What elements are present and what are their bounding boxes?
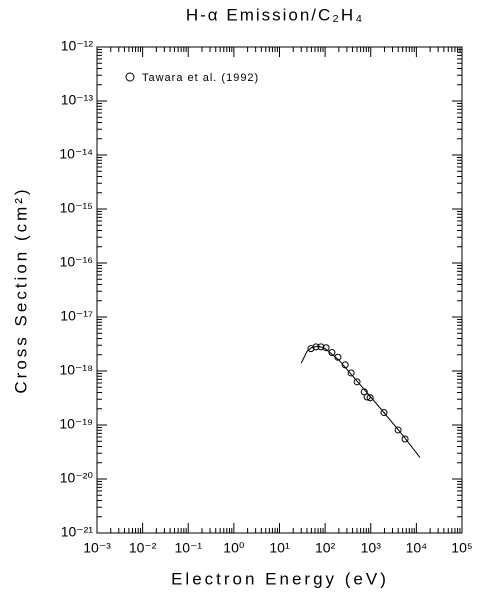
data-point xyxy=(401,435,409,443)
y-tick-label: 10⁻²¹ xyxy=(61,524,94,540)
fit-line xyxy=(300,345,421,458)
y-tick-label: 10⁻¹⁶ xyxy=(60,254,93,270)
chart-title: H-α Emission/C₂H₄ xyxy=(186,5,364,24)
data-point xyxy=(394,426,402,434)
data-point xyxy=(328,349,336,357)
x-tick-label: 10⁵ xyxy=(451,540,472,556)
data-point xyxy=(380,409,388,417)
x-tick-label: 10¹ xyxy=(269,540,290,556)
x-tick-label: 10⁻³ xyxy=(83,540,111,556)
data-point xyxy=(307,345,315,353)
y-tick-label: 10⁻¹⁹ xyxy=(59,416,93,432)
legend-marker xyxy=(125,72,135,82)
x-axis-label: Electron Energy (eV) xyxy=(171,569,389,588)
data-point xyxy=(317,343,325,351)
x-tick-label: 10⁴ xyxy=(406,540,428,556)
x-tick-label: 10³ xyxy=(361,540,382,556)
data-point xyxy=(347,369,355,377)
plot-frame xyxy=(96,46,463,534)
y-tick-label: 10⁻¹⁴ xyxy=(59,146,93,162)
data-point xyxy=(363,393,371,401)
x-tick-label: 10⁻¹ xyxy=(174,540,202,556)
x-tick-label: 10⁻² xyxy=(129,540,157,556)
y-tick-label: 10⁻¹⁵ xyxy=(60,200,93,216)
x-tick-label: 10⁰ xyxy=(223,540,245,556)
y-tick-label: 10⁻²⁰ xyxy=(60,470,94,486)
x-tick-label: 10² xyxy=(315,540,336,556)
y-tick-label: 10⁻¹² xyxy=(61,38,94,54)
y-tick-label: 10⁻¹⁷ xyxy=(60,308,93,324)
y-axis-label: Cross Section (cm²) xyxy=(11,186,30,393)
y-tick-label: 10⁻¹⁸ xyxy=(59,362,93,378)
y-tick-label: 10⁻¹³ xyxy=(61,92,94,108)
legend-label: Tawara et al. (1992) xyxy=(142,72,259,84)
data-point xyxy=(366,394,374,402)
data-point xyxy=(353,378,361,386)
